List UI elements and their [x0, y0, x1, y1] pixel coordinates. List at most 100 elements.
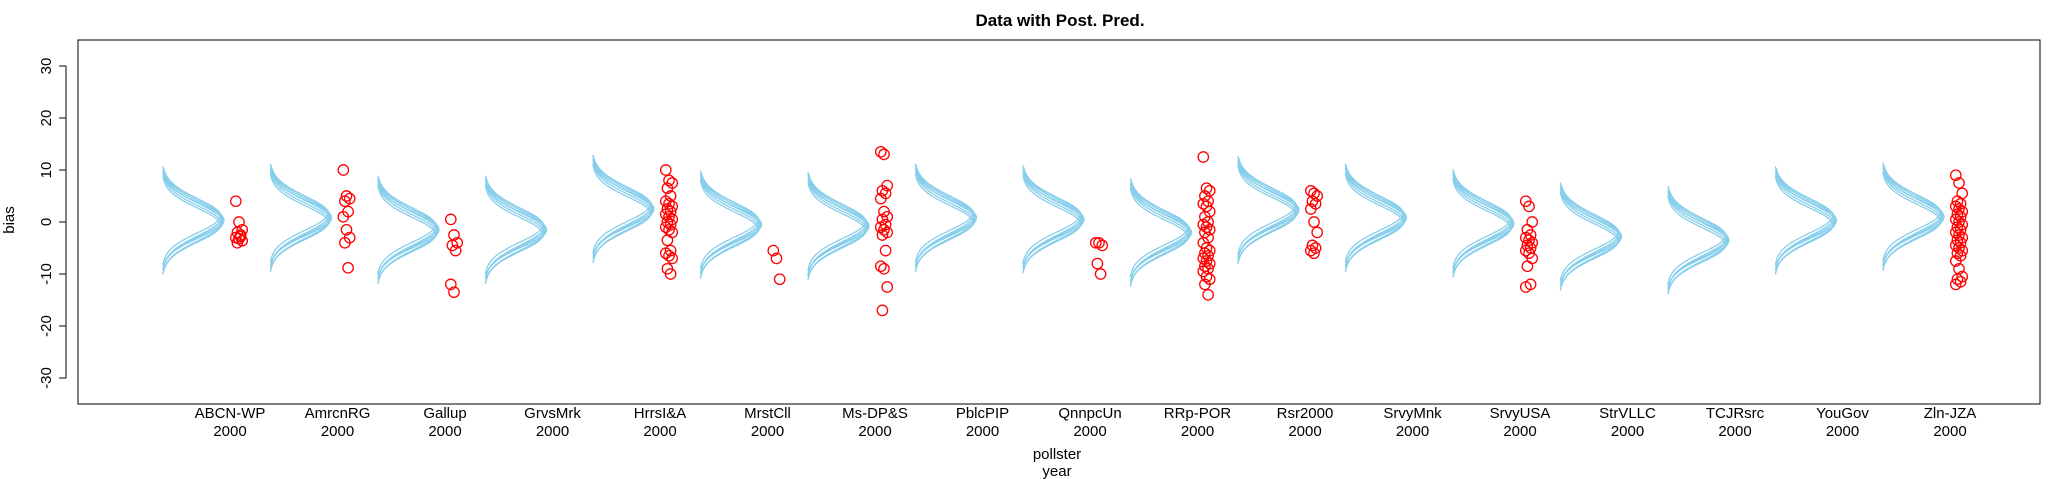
data-point [1951, 195, 1964, 208]
posterior-curve [592, 154, 652, 254]
data-point [337, 164, 350, 176]
posterior-curve [915, 171, 975, 271]
data-point [340, 223, 353, 236]
data-point [661, 203, 674, 215]
y-tick-label: 0 [38, 218, 55, 226]
posterior-curve [484, 175, 544, 275]
x-tick-label-year: 2000 [1073, 423, 1106, 440]
posterior-curve [1667, 186, 1727, 285]
plot-area-frame [77, 39, 2041, 405]
posterior-curve [1667, 193, 1728, 293]
data-point [234, 230, 247, 243]
data-point [340, 190, 353, 202]
posterior-curve [1129, 178, 1189, 278]
posterior-curve [485, 183, 545, 283]
posterior-curve [914, 163, 974, 263]
data-point [663, 174, 675, 187]
posterior-curve [1452, 169, 1512, 269]
data-point [449, 244, 462, 257]
data-point [874, 260, 887, 273]
data-point [1094, 268, 1107, 280]
data-point [767, 244, 780, 257]
data-point [1200, 270, 1213, 283]
data-point [661, 216, 674, 228]
y-tick-label: -10 [38, 263, 55, 285]
data-point [1953, 177, 1965, 189]
posterior-curve [592, 156, 653, 256]
data-point [1949, 255, 1962, 267]
data-point [663, 210, 675, 223]
posterior-curve [1345, 171, 1405, 271]
posterior-curve [162, 166, 222, 266]
posterior-curve [162, 174, 223, 274]
data-point [1523, 200, 1535, 213]
data-point [659, 164, 672, 176]
data-point [1096, 239, 1109, 252]
data-point [773, 273, 786, 286]
x-tick-label-year: 2000 [858, 423, 891, 440]
data-point [876, 184, 889, 197]
data-point [1093, 236, 1105, 249]
data-point [1200, 255, 1213, 267]
data-point [1951, 208, 1964, 221]
x-tick-label-year: 2000 [1181, 423, 1214, 440]
x-tick-label-year: 2000 [1933, 423, 1966, 440]
posterior-curve [1237, 157, 1298, 257]
posterior-curve [270, 171, 330, 271]
data-point [663, 197, 675, 210]
y-tick-label: 30 [38, 58, 55, 75]
data-point [1956, 187, 1969, 200]
posterior-curve [1559, 182, 1619, 282]
x-tick-label-pollster: Rsr2000 [1277, 405, 1334, 422]
y-tick-label: 20 [38, 110, 55, 127]
data-point [1202, 288, 1214, 301]
data-point [663, 249, 675, 262]
x-tick-label-pollster: YouGov [1816, 405, 1869, 422]
posterior-curve [1130, 185, 1190, 286]
x-tick-label-year: 2000 [536, 423, 569, 440]
posterior-curve [807, 173, 868, 273]
posterior-curve [807, 179, 868, 279]
data-point [666, 226, 679, 239]
data-point [231, 236, 244, 249]
data-point [1200, 182, 1213, 195]
data-point [342, 261, 354, 274]
data-point [1953, 242, 1965, 254]
data-point [1953, 203, 1965, 215]
data-point [337, 210, 350, 223]
data-point [1951, 234, 1964, 247]
data-point [661, 182, 674, 195]
posterior-curve [1237, 163, 1298, 263]
posterior-curve [1775, 174, 1835, 274]
data-point [874, 145, 887, 158]
data-point [1308, 216, 1320, 228]
posterior-curve [1237, 155, 1297, 255]
data-point [1523, 234, 1535, 247]
posterior-curve [269, 163, 329, 263]
data-point [1951, 273, 1964, 286]
x-tick-label-pollster: MrstCll [744, 405, 791, 422]
data-point [770, 252, 783, 265]
x-axis-labels: ABCN-WP2000AmrcnRG2000Gallup2000GrvsMrk2… [195, 405, 1977, 440]
x-tick-label-year: 2000 [1396, 423, 1429, 440]
posterior-curve [1667, 187, 1728, 287]
data-point [1953, 216, 1965, 228]
x-axis-label-pollster: pollster [1033, 446, 1081, 463]
posterior-curve [377, 175, 437, 275]
data-point [1951, 247, 1964, 260]
data-point [878, 262, 890, 275]
data-point [666, 252, 679, 265]
data-point [878, 148, 890, 161]
posterior-curve [485, 177, 545, 277]
y-tick-label: -20 [38, 315, 55, 337]
data-point [1199, 278, 1211, 291]
posterior-curve [1560, 188, 1621, 288]
x-tick-label-pollster: PblcPIP [956, 405, 1009, 422]
y-tick-label: 10 [38, 162, 55, 179]
x-tick-label-pollster: ABCN-WP [195, 405, 266, 422]
x-tick-label-year: 2000 [1611, 423, 1644, 440]
x-tick-label-year: 2000 [1288, 423, 1321, 440]
x-tick-label-year: 2000 [1718, 423, 1751, 440]
posterior-curve [377, 177, 438, 277]
